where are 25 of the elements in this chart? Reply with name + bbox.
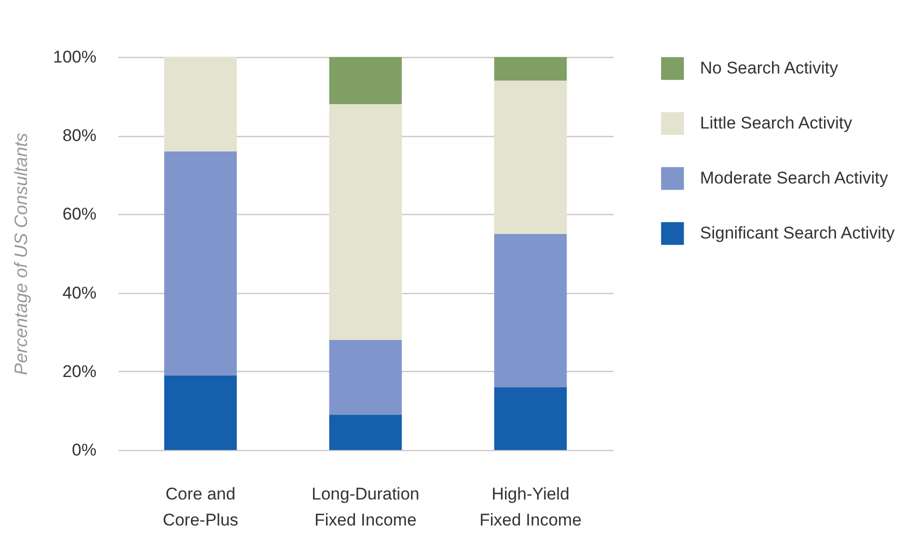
legend-label: No Search Activity — [700, 58, 838, 78]
y-tick-label: 0% — [72, 440, 96, 460]
bar — [329, 414, 402, 450]
x-tick-label: Core and Core-Plus — [162, 484, 238, 530]
bar — [329, 104, 402, 340]
bar — [164, 57, 237, 152]
bar — [494, 80, 567, 234]
bar — [329, 57, 402, 104]
x-tick-label: Long-Duration Fixed Income — [312, 484, 420, 530]
y-tick-label: 60% — [62, 204, 96, 224]
bar — [494, 234, 567, 388]
bar — [494, 57, 567, 81]
bar — [494, 387, 567, 450]
y-tick-label: 40% — [62, 283, 96, 302]
x-tick-label: High-Yield Fixed Income — [479, 484, 582, 530]
bar — [164, 151, 237, 376]
legend-label: Little Search Activity — [700, 114, 853, 132]
bar — [329, 340, 402, 415]
y-tick-label: 20% — [62, 362, 96, 381]
y-axis-title: Percentage of US Consultants — [11, 132, 32, 376]
bar — [164, 375, 237, 450]
legend-label: Significant Search Activity — [700, 224, 896, 242]
y-tick-label: 100% — [53, 48, 96, 66]
legend-label: Moderate Search Activity — [700, 168, 889, 188]
y-tick-label: 80% — [62, 126, 96, 146]
